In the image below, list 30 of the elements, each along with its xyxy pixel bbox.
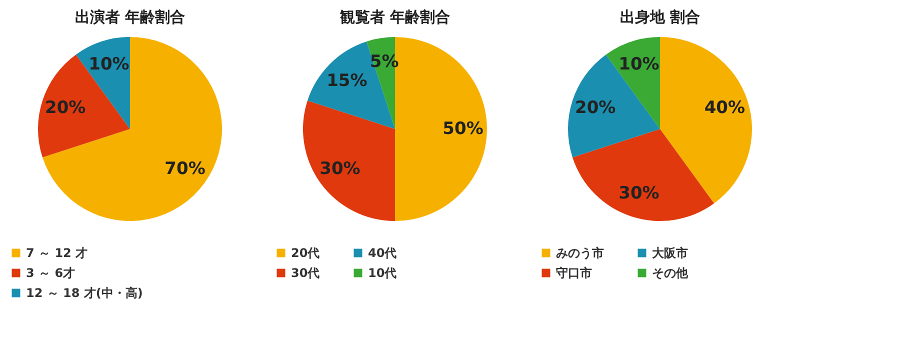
legend-label: 12 ～ 18 才(中・高) <box>26 286 143 300</box>
legend-label: 30代 <box>291 266 320 280</box>
legend-label: その他 <box>652 266 689 280</box>
chart-title: 出身地 割合 <box>620 8 700 26</box>
data-label: 40% <box>704 98 746 118</box>
legend-label: 20代 <box>291 246 320 260</box>
pie-slice <box>42 37 222 221</box>
data-label: 30% <box>618 184 660 204</box>
legend-label: 10代 <box>368 266 397 280</box>
pie-slice <box>303 100 395 221</box>
data-label: 20% <box>44 98 86 118</box>
data-label: 70% <box>164 158 206 179</box>
chart-title: 出演者 年齢割合 <box>74 8 186 26</box>
legend-label: 7 ～ 12 才 <box>26 246 88 260</box>
pie-slice <box>660 37 752 204</box>
pie-slice <box>38 54 130 158</box>
legend-label: 3 ～ 6才 <box>26 266 76 280</box>
data-label: 30% <box>320 158 360 179</box>
pie-slice <box>572 129 714 221</box>
legend-label: 大阪市 <box>652 246 688 260</box>
data-label: 20% <box>574 98 616 118</box>
legend-label: 守口市 <box>556 266 592 280</box>
legend-label: 40代 <box>368 246 397 260</box>
data-label: 10% <box>618 54 660 74</box>
chart-title: 観覧者 年齢割合 <box>338 8 450 26</box>
data-label: 15% <box>326 70 368 91</box>
legend-label: みのう市 <box>556 246 604 260</box>
data-label: 50% <box>442 119 484 139</box>
data-label: 10% <box>88 54 130 74</box>
pie-slice <box>568 54 660 158</box>
